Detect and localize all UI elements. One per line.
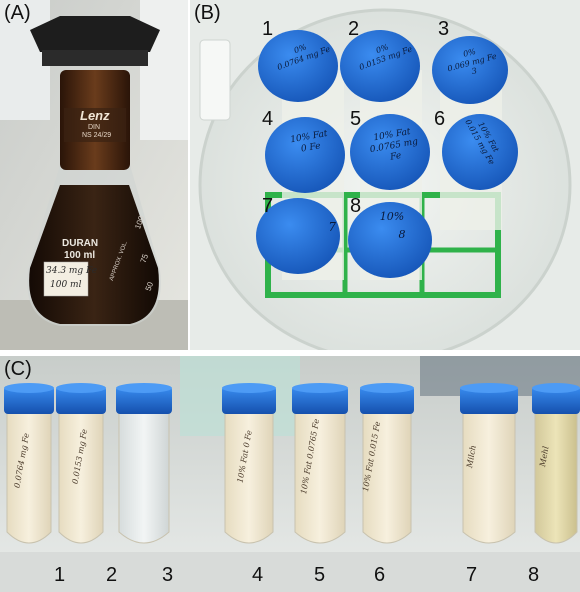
rack-lid-7	[256, 198, 340, 274]
tube-lid-3	[116, 386, 172, 414]
tube-lid-top-8	[532, 383, 580, 393]
rack-lid-4	[265, 117, 345, 193]
tube-number-1: 1	[54, 564, 66, 586]
tube-body-6	[362, 407, 412, 544]
tube-body-1	[6, 407, 52, 544]
rack-number-6: 6	[434, 108, 446, 130]
tube-number-7: 7	[466, 564, 478, 586]
rack-lid-2	[340, 30, 420, 102]
tube-lid-2	[56, 386, 106, 414]
tube-body-8	[534, 407, 578, 544]
tube-lid-1	[4, 386, 54, 414]
tube-body-3	[118, 407, 170, 544]
rack-lid-5	[350, 114, 430, 190]
rack-photo	[190, 0, 580, 350]
tube-number-4: 4	[252, 564, 264, 586]
panel-letter-a: (A)	[4, 2, 31, 24]
tube-lid-7	[460, 386, 518, 414]
tube-lid-top-2	[56, 383, 106, 393]
tube-lid-6	[360, 386, 414, 414]
tube-lid-top-4	[222, 383, 276, 393]
tube-body-5	[294, 407, 346, 544]
flask-label-line2: 100 ml	[50, 280, 82, 290]
tube-lid-8	[532, 386, 580, 414]
tube-body-7	[462, 407, 516, 544]
tube-number-8: 8	[528, 564, 540, 586]
panel-letter-c: (C)	[4, 358, 32, 380]
rack-lid-6	[442, 114, 518, 190]
flask-spec-ns: NS 24/29	[82, 132, 112, 139]
tube-number-2: 2	[106, 564, 118, 586]
rack-number-7: 7	[262, 195, 274, 217]
tube-number-6: 6	[374, 564, 386, 586]
flask-brand-text: Lenz	[80, 108, 110, 123]
tube-number-5: 5	[314, 564, 326, 586]
tubes-photo	[0, 356, 580, 592]
rack-lid-8	[348, 202, 432, 278]
rack-number-5: 5	[350, 108, 362, 130]
rack-number-8: 8	[350, 195, 362, 217]
rack-number-2: 2	[348, 18, 360, 40]
rack-number-1: 1	[262, 18, 274, 40]
tube-lid-top-6	[360, 383, 414, 393]
rack-number-3: 3	[438, 18, 450, 40]
rack-lid-8-writing: 10% 8	[379, 210, 406, 241]
tube-body-2	[58, 407, 104, 544]
tube-lid-5	[292, 386, 348, 414]
tube-lid-top-7	[460, 383, 518, 393]
tube-body-4	[224, 407, 274, 544]
tube-number-3: 3	[162, 564, 174, 586]
flask-photo	[0, 0, 188, 350]
panel-a-flask-photo: (A) Lenz DIN NS 24/29 DURAN 100 ml 100 7…	[0, 0, 188, 350]
flask-glass-text: DURAN	[62, 238, 99, 249]
rack-lid-3	[432, 36, 508, 104]
tube-lid-top-5	[292, 383, 348, 393]
tube-lid-top-3	[116, 383, 172, 393]
flask-spec-din: DIN	[88, 124, 101, 131]
rack-number-4: 4	[262, 108, 274, 130]
tube-lid-top-1	[4, 383, 54, 393]
flask-volume-text: 100 ml	[64, 250, 96, 261]
panel-c-tubes-photo: (C) 1 2 3 4 5 6 7 8 0.0764 mg Fe 0.0153 …	[0, 356, 580, 592]
flask-label-line1: 34.3 mg Fe	[46, 266, 98, 276]
rack-lid-7-writing: 7	[328, 220, 336, 234]
panel-letter-b: (B)	[194, 2, 221, 24]
panel-b-rack-photo: (B) 1 2 3 4 5 6 7 8 0% 0.0764 mg Fe 0% 0.0…	[190, 0, 580, 350]
rack-lid-1	[258, 30, 338, 102]
tube-lid-4	[222, 386, 276, 414]
